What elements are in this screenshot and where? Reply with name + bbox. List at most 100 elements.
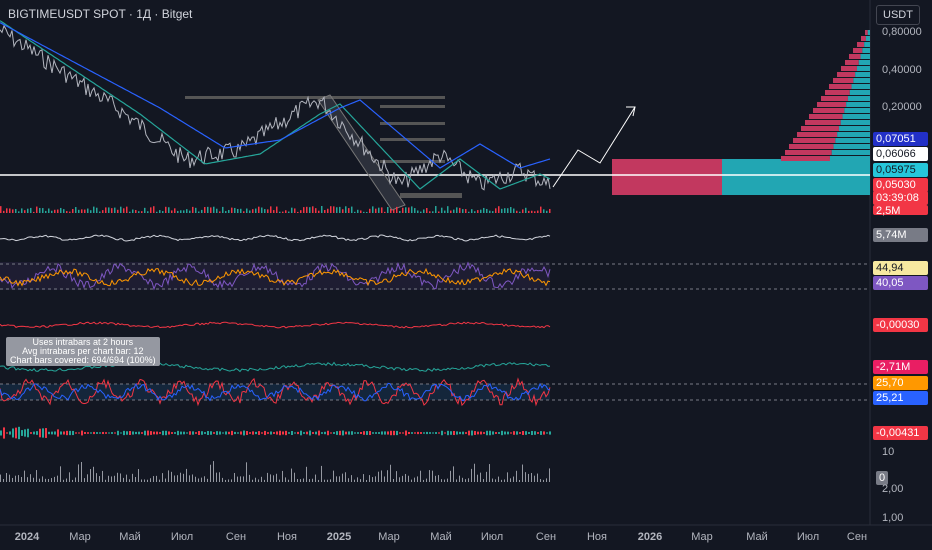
- currency-button[interactable]: USDT: [876, 5, 920, 25]
- hist-bar: [501, 430, 503, 436]
- volume-bar: [477, 210, 479, 213]
- hist-bar: [312, 432, 314, 434]
- volume-bar: [417, 210, 419, 213]
- volume-bar: [21, 476, 22, 482]
- hist-bar: [207, 431, 209, 435]
- volume-bar: [402, 207, 404, 213]
- volume-bar: [279, 211, 281, 213]
- drawings: [0, 20, 870, 482]
- hist-bar: [129, 431, 131, 435]
- volume-bar: [492, 478, 493, 482]
- hist-bar: [225, 431, 227, 435]
- volume-bar: [243, 476, 244, 482]
- volume-bar: [381, 470, 382, 482]
- volume-bar: [171, 210, 173, 213]
- hist-bar: [75, 432, 77, 434]
- volume-bar: [249, 474, 250, 482]
- volume-bar: [288, 211, 290, 213]
- volume-bar: [423, 479, 424, 482]
- volume-bar: [162, 211, 164, 213]
- volume-bar: [159, 210, 161, 213]
- hist-bar: [249, 432, 251, 434]
- volume-bar: [543, 479, 544, 482]
- hist-bar: [300, 430, 302, 436]
- volume-bar: [390, 208, 392, 213]
- volume-bar: [258, 479, 259, 482]
- indicator-line: [0, 321, 551, 329]
- hist-bar: [222, 432, 224, 434]
- price-axis-label: 0,40000: [882, 64, 922, 76]
- volume-bar: [357, 477, 358, 482]
- volume-bar: [534, 211, 536, 213]
- volume-bar: [333, 206, 335, 213]
- volume-bar: [489, 210, 491, 213]
- volume-bar: [336, 476, 337, 482]
- volume-bar: [99, 211, 101, 213]
- hist-bar: [477, 431, 479, 435]
- hist-bar: [336, 431, 338, 435]
- volume-bar: [15, 209, 17, 213]
- profile-bar: [861, 36, 866, 41]
- volume-bar: [66, 211, 68, 213]
- volume-bar: [342, 473, 343, 482]
- volume-bar: [150, 207, 152, 213]
- symbol-title[interactable]: BIGTIMEUSDT SPOT · 1Д · Bitget: [8, 7, 193, 21]
- profile-bar: [840, 120, 870, 125]
- volume-bar: [291, 207, 293, 213]
- hist-bar: [405, 430, 407, 436]
- volume-bar: [60, 207, 62, 213]
- profile-bar: [789, 144, 834, 149]
- hist-bar: [99, 432, 101, 434]
- volume-bar: [432, 470, 433, 482]
- hist-bar: [18, 426, 20, 440]
- volume-bar: [99, 476, 100, 482]
- volume-bar: [465, 479, 466, 482]
- volume-bar: [360, 479, 361, 482]
- hist-bar: [219, 431, 221, 435]
- hist-bar: [483, 432, 485, 434]
- volume-bar: [63, 479, 64, 482]
- hist-bar: [411, 432, 413, 434]
- volume-bar: [84, 478, 85, 482]
- volume-bar: [408, 475, 409, 482]
- hist-bar: [504, 431, 506, 435]
- price-tag: 0,06066: [873, 147, 928, 161]
- volume-bar: [339, 476, 340, 482]
- volume-bar: [18, 211, 20, 213]
- hist-bar: [489, 430, 491, 436]
- volume-bar: [486, 208, 488, 213]
- volume-bar: [207, 478, 208, 482]
- hist-bar: [426, 431, 428, 435]
- volume-bar: [192, 206, 194, 213]
- volume-bar: [168, 470, 169, 482]
- hist-bar: [150, 431, 152, 435]
- volume-bar: [141, 211, 143, 213]
- indicator-tag: 40,05: [873, 276, 928, 290]
- volume-bar: [318, 479, 319, 482]
- hist-bar: [273, 432, 275, 434]
- volume-bar: [444, 479, 445, 482]
- volume-bar: [90, 469, 91, 482]
- hist-bar: [408, 432, 410, 434]
- hist-bar: [420, 432, 422, 434]
- hist-bar: [264, 430, 266, 436]
- volume-bar: [471, 468, 472, 482]
- time-label: Мар: [378, 531, 400, 543]
- volume-bar: [69, 211, 71, 213]
- volume-bar: [465, 209, 467, 213]
- volume-bar: [243, 211, 245, 213]
- hist-bar: [213, 432, 215, 434]
- volume-bar: [423, 209, 425, 213]
- price-axis-label: 0,80000: [882, 26, 922, 38]
- volume-bar: [231, 479, 232, 482]
- hist-bar: [507, 431, 509, 435]
- volume-bar: [513, 476, 514, 482]
- indicator-line: [0, 267, 551, 287]
- volume-bar: [531, 210, 533, 213]
- volume-bar: [519, 211, 521, 213]
- hist-bar: [186, 432, 188, 434]
- hist-bar: [15, 427, 17, 439]
- volume-bar: [537, 473, 538, 482]
- volume-bar: [519, 479, 520, 482]
- hist-bar: [531, 430, 533, 436]
